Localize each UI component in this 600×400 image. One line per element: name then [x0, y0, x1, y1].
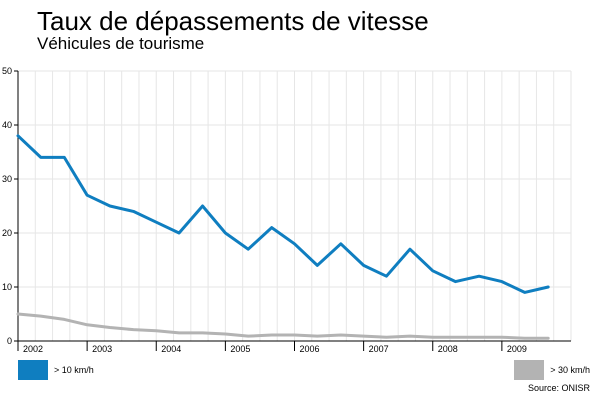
legend-label-30kmh: > 30 km/h [550, 365, 590, 375]
legend-swatch-30kmh [514, 360, 545, 380]
x-tick-label: 2008 [438, 344, 458, 354]
x-tick-label: 2006 [300, 344, 320, 354]
chart-subtitle: Véhicules de tourisme [37, 34, 205, 53]
source-note: Source: ONISR [527, 383, 590, 393]
y-tick-label: 40 [2, 120, 12, 130]
x-tick-label: 2003 [92, 344, 112, 354]
x-tick-label: 2009 [507, 344, 527, 354]
y-tick-label: 30 [2, 174, 12, 184]
y-tick-label: 10 [2, 282, 12, 292]
x-tick-label: 2002 [23, 344, 43, 354]
legend-label-10kmh: > 10 km/h [54, 365, 94, 375]
y-tick-label: 20 [2, 228, 12, 238]
x-tick-label: 2005 [230, 344, 250, 354]
y-tick-label: 0 [7, 336, 12, 346]
legend-item-30kmh: > 30 km/h [514, 360, 590, 380]
x-tick-label: 2007 [369, 344, 389, 354]
y-tick-label: 50 [2, 66, 12, 76]
legend-item-10kmh: > 10 km/h [18, 360, 94, 380]
chart-title: Taux de dépassements de vitesse [37, 6, 429, 36]
series-line-1 [16, 134, 550, 294]
x-tick-label: 2004 [161, 344, 181, 354]
series-line-2 [16, 312, 550, 340]
legend-swatch-10kmh [18, 360, 48, 380]
